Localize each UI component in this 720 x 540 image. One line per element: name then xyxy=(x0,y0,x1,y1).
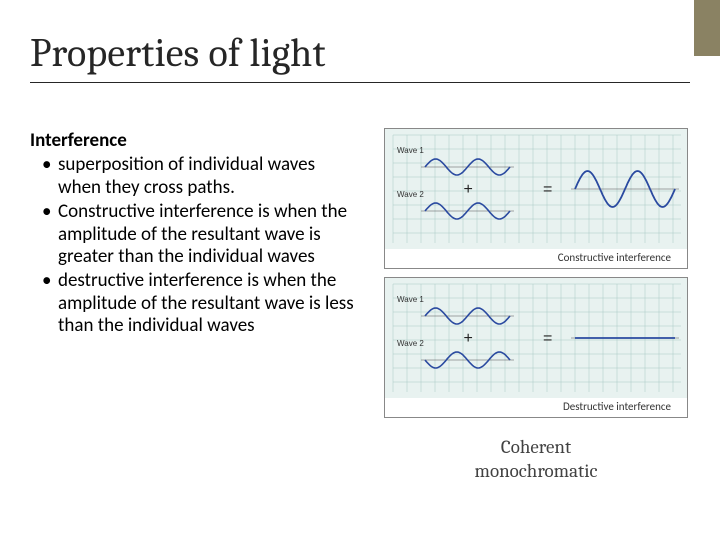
svg-text:Wave 2: Wave 2 xyxy=(397,339,424,348)
slide-title: Properties of light xyxy=(30,30,690,76)
destructive-svg: Wave 1 Wave 2 + = xyxy=(385,278,689,398)
constructive-caption: Constructive interference xyxy=(385,249,687,268)
bullet-item: superposition of individual waves when t… xyxy=(30,154,360,199)
slide: Properties of light Interference superpo… xyxy=(0,0,720,540)
svg-text:+: + xyxy=(464,330,473,347)
bullet-item: Constructive interference is when the am… xyxy=(30,201,360,268)
title-rule xyxy=(30,82,690,83)
figure-area: Wave 1 Wave 2 + = Constructive interference… xyxy=(384,128,688,484)
constructive-panel: Wave 1 Wave 2 + = Constructive interference xyxy=(384,128,688,269)
svg-text:=: = xyxy=(543,181,552,198)
destructive-panel: Wave 1 Wave 2 + = Destructive interference xyxy=(384,277,688,418)
figure-label-line: Coherent xyxy=(384,436,688,460)
figure-label-line: monochromatic xyxy=(384,460,688,484)
svg-text:=: = xyxy=(543,330,552,347)
figure-label: Coherent monochromatic xyxy=(384,436,688,484)
subheading: Interference xyxy=(30,130,360,152)
constructive-svg: Wave 1 Wave 2 + = xyxy=(385,129,689,249)
svg-text:Wave 1: Wave 1 xyxy=(397,295,424,304)
destructive-caption: Destructive interference xyxy=(385,398,687,417)
bullet-list: superposition of individual waves when t… xyxy=(30,154,360,337)
accent-bar xyxy=(694,0,720,56)
svg-text:+: + xyxy=(464,181,473,198)
bullet-item: destructive interference is when the amp… xyxy=(30,270,360,337)
body-text: Interference superposition of individual… xyxy=(30,130,360,340)
svg-text:Wave 1: Wave 1 xyxy=(397,146,424,155)
svg-text:Wave 2: Wave 2 xyxy=(397,190,424,199)
title-block: Properties of light xyxy=(30,30,690,83)
